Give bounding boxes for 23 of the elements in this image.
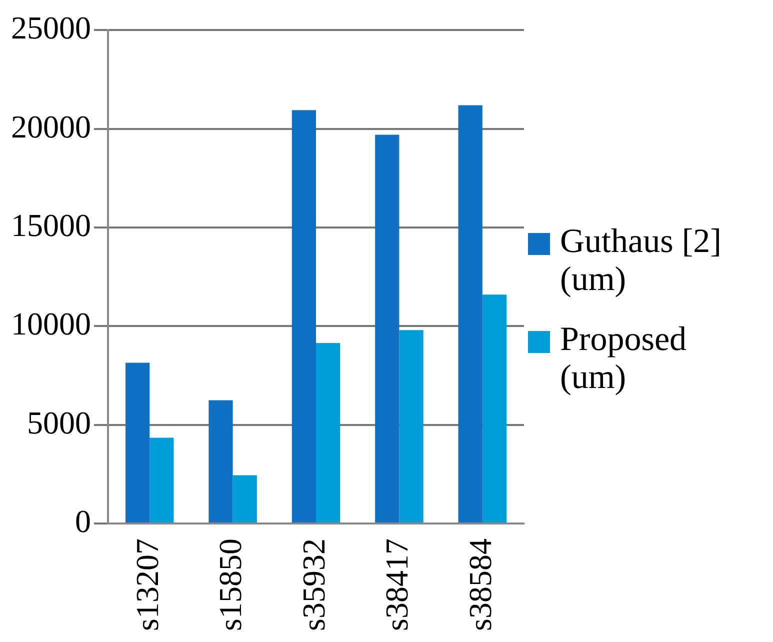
y-tick-label: 20000 bbox=[11, 108, 91, 144]
x-tick-label: s15850 bbox=[212, 538, 248, 631]
bar bbox=[458, 105, 482, 523]
bar bbox=[232, 475, 257, 523]
legend-label: Proposed (um) bbox=[560, 321, 688, 397]
bar bbox=[208, 400, 233, 523]
bar bbox=[125, 362, 150, 523]
bar bbox=[316, 342, 340, 523]
bar bbox=[292, 110, 316, 523]
x-tick-label: s38417 bbox=[378, 538, 415, 631]
legend-label: Guthaus [2] (um) bbox=[560, 223, 722, 299]
y-tick-label: 10000 bbox=[11, 306, 91, 342]
bar bbox=[482, 294, 507, 523]
bar bbox=[150, 438, 174, 523]
bar bbox=[399, 330, 424, 523]
y-tick-label: 25000 bbox=[11, 10, 91, 46]
y-tick-label: 5000 bbox=[27, 404, 91, 440]
x-tick-label: s38584 bbox=[462, 538, 498, 631]
x-tick-label: s13207 bbox=[129, 538, 166, 631]
y-tick-label: 15000 bbox=[11, 206, 91, 243]
y-tick-label: 0 bbox=[75, 502, 91, 539]
bar bbox=[375, 134, 400, 523]
x-tick-label: s35932 bbox=[295, 538, 332, 631]
